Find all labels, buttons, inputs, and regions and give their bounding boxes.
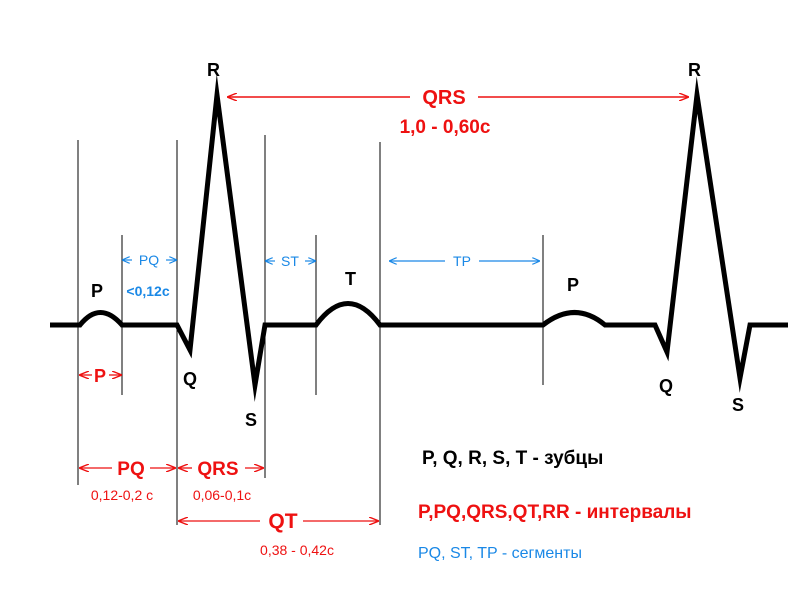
st-segment-label: ST	[281, 253, 299, 269]
wave-label-t1: T	[345, 269, 356, 289]
tp-segment-label: TP	[453, 253, 471, 269]
pq-segment-label: PQ	[139, 252, 159, 268]
wave-label-q1: Q	[183, 369, 197, 389]
ecg-trace	[50, 73, 788, 402]
wave-label-q2: Q	[659, 376, 673, 396]
qrs-interval-label: QRS	[197, 459, 238, 480]
pq-interval-label: PQ	[117, 459, 144, 480]
qt-interval-label: QT	[268, 510, 297, 533]
qrs-interval-value: 0,06-0,1с	[193, 487, 251, 503]
p-interval-label: P	[94, 366, 106, 386]
pq-interval-value: 0,12-0,2 с	[91, 487, 153, 503]
legend-waves: P, Q, R, S, T - зубцы	[422, 448, 603, 469]
wave-label-r1: R	[207, 60, 220, 80]
qt-interval-value: 0,38 - 0,42с	[260, 542, 334, 558]
legend-segments: PQ, ST, TP - сегменты	[418, 545, 582, 562]
wave-label-p1: P	[91, 281, 103, 301]
rr-label: QRS	[422, 87, 465, 109]
legend-intervals: P,PQ,QRS,QT,RR - интервалы	[418, 502, 692, 523]
rr-value: 1,0 - 0,60с	[400, 117, 491, 138]
wave-label-s1: S	[245, 410, 257, 430]
wave-label-s2: S	[732, 395, 744, 415]
wave-label-r2: R	[688, 60, 701, 80]
wave-label-p2: P	[567, 275, 579, 295]
pq-segment-value: <0,12с	[126, 283, 169, 299]
